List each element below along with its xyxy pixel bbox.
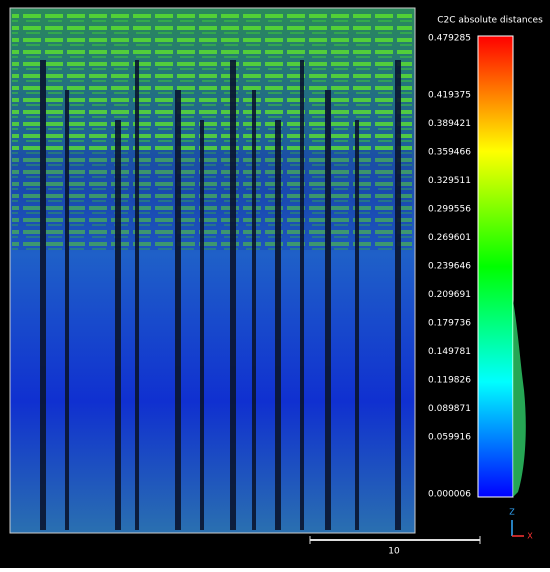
crack	[135, 60, 139, 530]
axis-z-label: Z	[509, 508, 515, 517]
scale-label: 0.059916	[428, 432, 471, 442]
cracks	[40, 60, 401, 530]
crack	[252, 90, 256, 530]
scale-label: 0.149781	[428, 347, 471, 357]
crack	[40, 60, 46, 530]
crack	[275, 120, 281, 530]
crack	[355, 120, 359, 530]
axis-x-label: X	[527, 532, 533, 541]
scale-label: 0.089871	[428, 404, 471, 414]
scale-label: 0.419375	[428, 91, 471, 101]
scale-bar-label: 10	[388, 547, 400, 557]
crack	[200, 120, 204, 530]
cloud-pattern	[12, 10, 412, 250]
histogram	[513, 300, 526, 497]
scale-label: 0.239646	[428, 261, 471, 271]
crack	[65, 90, 69, 530]
crack	[230, 60, 236, 530]
scale-label: 0.209691	[428, 290, 471, 300]
scale-label: 0.359466	[428, 147, 471, 157]
crack	[300, 60, 304, 530]
scale-title: C2C absolute distances	[437, 16, 543, 26]
scale-label: 0.329511	[428, 176, 471, 186]
scale-label: 0.269601	[428, 233, 471, 243]
scale-label: 0.389421	[428, 119, 471, 129]
color-bar	[477, 35, 514, 498]
scale-labels: 0.479285 0.419375 0.389421 0.359466 0.329511…	[428, 34, 471, 500]
scale-label: 0.479285	[428, 34, 471, 44]
scale-label: 0.299556	[428, 204, 471, 214]
crack	[175, 90, 181, 530]
scale-label: 0.119826	[428, 375, 471, 385]
cloud-frame	[9, 7, 416, 534]
cloud-shade	[12, 150, 412, 250]
crack	[395, 60, 401, 530]
scale-label: 0.000006	[428, 490, 471, 500]
crack	[115, 120, 121, 530]
crack	[325, 90, 331, 530]
scale-label: 0.179736	[428, 318, 471, 328]
